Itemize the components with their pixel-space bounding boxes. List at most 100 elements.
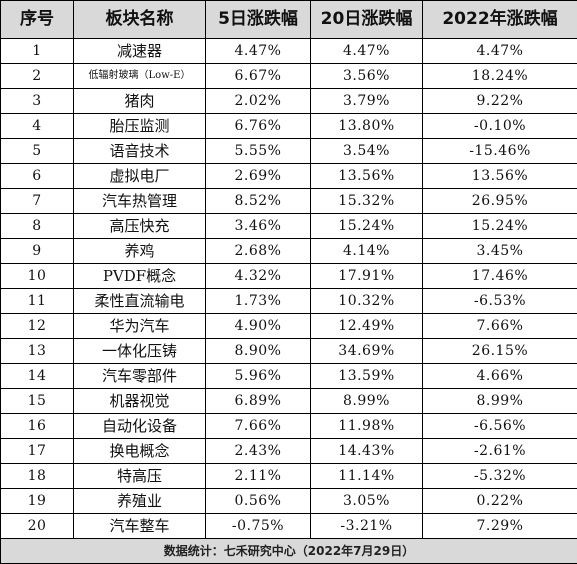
cell-index: 8 [1, 214, 74, 239]
cell-20day-change: 10.32% [311, 289, 423, 314]
cell-5day-change: 4.90% [206, 314, 311, 339]
cell-20day-change: 12.49% [311, 314, 423, 339]
cell-sector-name: 猪肉 [74, 89, 206, 114]
cell-sector-name: 华为汽车 [74, 314, 206, 339]
cell-2022-change: -2.61% [423, 439, 577, 464]
cell-sector-name: 减速器 [74, 39, 206, 64]
cell-sector-name: 一体化压铸 [74, 339, 206, 364]
cell-20day-change: -3.21% [311, 514, 423, 539]
header-2022-change: 2022年涨跌幅 [423, 1, 577, 39]
cell-index: 12 [1, 314, 74, 339]
cell-index: 13 [1, 339, 74, 364]
cell-20day-change: 11.98% [311, 414, 423, 439]
cell-5day-change: 2.11% [206, 464, 311, 489]
cell-sector-name: 机器视觉 [74, 389, 206, 414]
cell-index: 20 [1, 514, 74, 539]
cell-sector-name: 特高压 [74, 464, 206, 489]
cell-2022-change: 13.56% [423, 164, 577, 189]
cell-sector-name: 汽车热管理 [74, 189, 206, 214]
header-5day-change: 5日涨跌幅 [206, 1, 311, 39]
footer-row: 数据统计：七禾研究中心（2022年7月29日） [1, 539, 577, 564]
cell-20day-change: 11.14% [311, 464, 423, 489]
cell-sector-name: 高压快充 [74, 214, 206, 239]
cell-sector-name: 养殖业 [74, 489, 206, 514]
cell-sector-name: PVDF概念 [74, 264, 206, 289]
cell-2022-change: 17.46% [423, 264, 577, 289]
cell-2022-change: -5.32% [423, 464, 577, 489]
source-note: 数据统计：七禾研究中心（2022年7月29日） [1, 539, 577, 564]
cell-20day-change: 15.24% [311, 214, 423, 239]
cell-2022-change: 4.66% [423, 364, 577, 389]
cell-5day-change: 5.96% [206, 364, 311, 389]
cell-index: 5 [1, 139, 74, 164]
cell-20day-change: 13.56% [311, 164, 423, 189]
cell-20day-change: 15.32% [311, 189, 423, 214]
cell-2022-change: 4.47% [423, 39, 577, 64]
cell-20day-change: 8.99% [311, 389, 423, 414]
cell-2022-change: 7.66% [423, 314, 577, 339]
cell-5day-change: 0.56% [206, 489, 311, 514]
cell-20day-change: 17.91% [311, 264, 423, 289]
cell-index: 9 [1, 239, 74, 264]
cell-20day-change: 14.43% [311, 439, 423, 464]
header-row: 序号 板块名称 5日涨跌幅 20日涨跌幅 2022年涨跌幅 [1, 1, 577, 39]
cell-index: 11 [1, 289, 74, 314]
cell-20day-change: 13.59% [311, 364, 423, 389]
cell-index: 1 [1, 39, 74, 64]
cell-2022-change: -15.46% [423, 139, 577, 164]
cell-2022-change: -6.56% [423, 414, 577, 439]
cell-2022-change: 3.45% [423, 239, 577, 264]
cell-5day-change: 4.47% [206, 39, 311, 64]
cell-index: 14 [1, 364, 74, 389]
cell-20day-change: 3.05% [311, 489, 423, 514]
cell-5day-change: 1.73% [206, 289, 311, 314]
cell-index: 16 [1, 414, 74, 439]
cell-index: 19 [1, 489, 74, 514]
cell-2022-change: 9.22% [423, 89, 577, 114]
cell-sector-name: 自动化设备 [74, 414, 206, 439]
cell-2022-change: 7.29% [423, 514, 577, 539]
cell-2022-change: 18.24% [423, 64, 577, 89]
header-index: 序号 [1, 1, 74, 39]
cell-index: 15 [1, 389, 74, 414]
cell-index: 4 [1, 114, 74, 139]
cell-sector-name: 汽车整车 [74, 514, 206, 539]
cell-20day-change: 3.54% [311, 139, 423, 164]
cell-2022-change: -6.53% [423, 289, 577, 314]
cell-20day-change: 3.79% [311, 89, 423, 114]
cell-5day-change: 6.76% [206, 114, 311, 139]
cell-5day-change: 2.02% [206, 89, 311, 114]
cell-index: 18 [1, 464, 74, 489]
header-sector-name: 板块名称 [74, 1, 206, 39]
cell-sector-name: 语音技术 [74, 139, 206, 164]
cell-5day-change: 6.67% [206, 64, 311, 89]
cell-20day-change: 34.69% [311, 339, 423, 364]
cell-sector-name: 养鸡 [74, 239, 206, 264]
cell-5day-change: 6.89% [206, 389, 311, 414]
cell-5day-change: 7.66% [206, 414, 311, 439]
header-20day-change: 20日涨跌幅 [311, 1, 423, 39]
cell-5day-change: 2.69% [206, 164, 311, 189]
cell-20day-change: 4.47% [311, 39, 423, 64]
cell-index: 17 [1, 439, 74, 464]
cell-5day-change: -0.75% [206, 514, 311, 539]
cell-sector-name: 胎压监测 [74, 114, 206, 139]
cell-5day-change: 5.55% [206, 139, 311, 164]
cell-20day-change: 3.56% [311, 64, 423, 89]
